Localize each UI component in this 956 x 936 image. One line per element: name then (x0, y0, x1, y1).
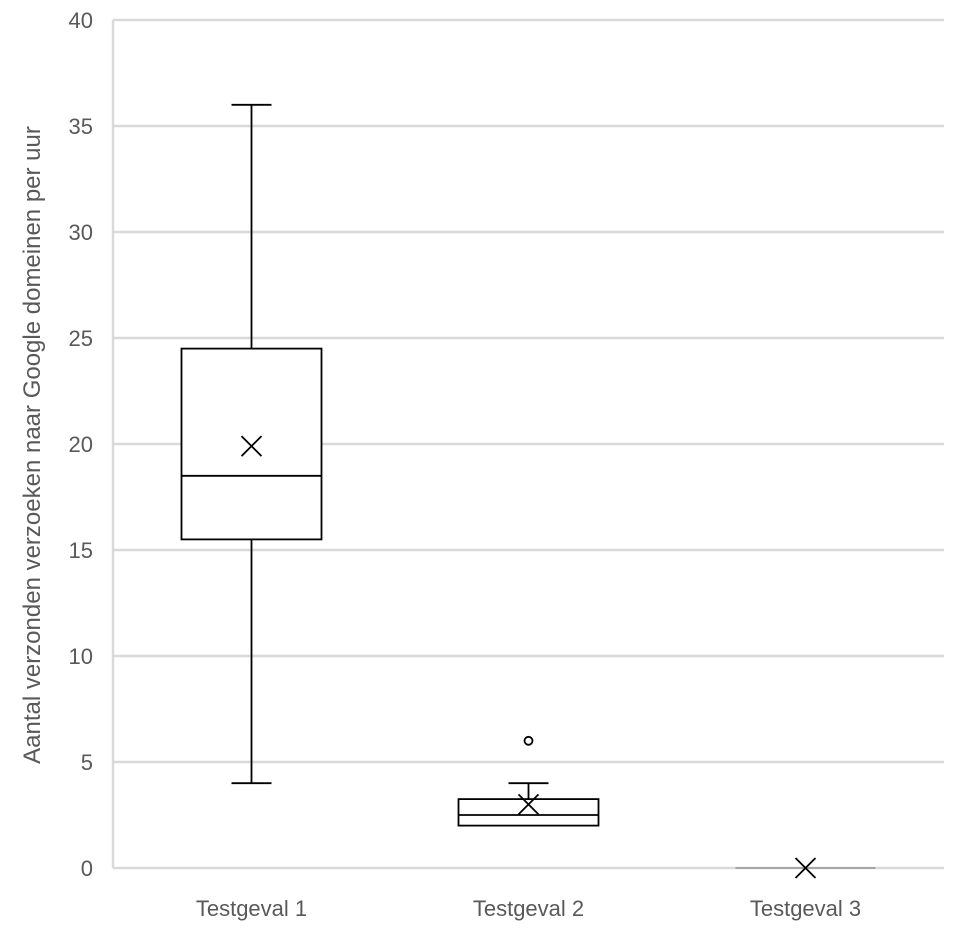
x-axis-category-labels: Testgeval 1 Testgeval 2 Testgeval 3 (196, 896, 861, 921)
outlier-point (523, 735, 534, 746)
mean-marker (240, 435, 263, 457)
y-tick-label: 15 (69, 538, 93, 563)
x-category-label: Testgeval 2 (473, 896, 584, 921)
y-tick-label: 40 (69, 8, 93, 33)
mean-marker (517, 793, 540, 816)
y-tick-label: 0 (81, 856, 93, 881)
y-tick-label: 10 (69, 644, 93, 669)
x-category-label: Testgeval 1 (196, 896, 307, 921)
y-tick-label: 5 (81, 750, 93, 775)
box-plot-2 (457, 735, 600, 827)
iqr-box (180, 347, 323, 541)
y-tick-label: 35 (69, 114, 93, 139)
box-plot-3 (735, 857, 876, 879)
y-tick-label: 30 (69, 220, 93, 245)
y-tick-label: 20 (69, 432, 93, 457)
box-plot-1 (180, 103, 323, 785)
mean-marker (794, 857, 817, 879)
box-plots (180, 103, 876, 879)
y-axis-tick-labels: 0 5 10 15 20 25 30 35 40 (69, 8, 93, 881)
iqr-box (457, 798, 600, 827)
y-axis-title: Aantal verzonden verzoeken naar Google d… (19, 126, 46, 764)
y-tick-label: 25 (69, 326, 93, 351)
x-category-label: Testgeval 3 (750, 896, 861, 921)
